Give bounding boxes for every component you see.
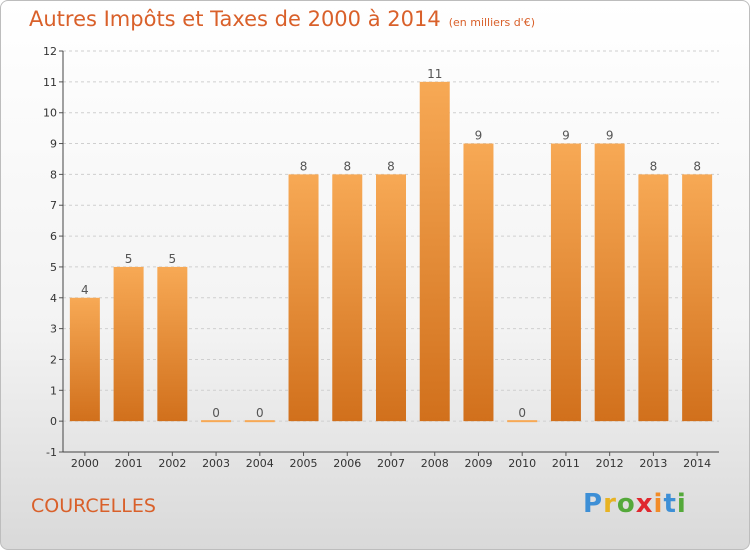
y-tick-label: 3 xyxy=(50,323,57,336)
value-label-2002: 5 xyxy=(169,252,177,266)
x-tick-label-2005: 2005 xyxy=(290,457,318,470)
bar-2001 xyxy=(113,266,144,422)
value-label-2009: 9 xyxy=(475,129,483,143)
x-tick-label-2000: 2000 xyxy=(71,457,99,470)
bar-2007 xyxy=(376,174,406,422)
y-tick-label: -1 xyxy=(46,446,57,459)
x-tick-label-2009: 2009 xyxy=(464,457,492,470)
value-label-2014: 8 xyxy=(693,159,701,173)
y-tick-label: 11 xyxy=(43,76,57,89)
y-tick-label: 6 xyxy=(50,230,57,243)
bar-2014 xyxy=(682,174,713,422)
value-label-2011: 9 xyxy=(562,129,570,143)
bar-2000 xyxy=(69,297,100,422)
x-tick-label-2004: 2004 xyxy=(246,457,274,470)
value-label-2005: 8 xyxy=(300,159,308,173)
x-tick-label-2014: 2014 xyxy=(683,457,711,470)
bar-2004 xyxy=(244,420,275,423)
bar-2002 xyxy=(157,266,188,422)
value-label-2008: 11 xyxy=(427,67,442,81)
value-label-2004: 0 xyxy=(256,406,264,420)
value-label-2006: 8 xyxy=(343,159,351,173)
x-tick-label-2011: 2011 xyxy=(552,457,580,470)
x-tick-label-2010: 2010 xyxy=(508,457,536,470)
y-tick-label: 5 xyxy=(50,261,57,274)
x-tick-label-2007: 2007 xyxy=(377,457,405,470)
x-tick-label-2006: 2006 xyxy=(333,457,361,470)
y-tick-label: 2 xyxy=(50,353,57,366)
y-tick-label: 8 xyxy=(50,168,57,181)
x-tick-label-2001: 2001 xyxy=(115,457,143,470)
value-label-2012: 9 xyxy=(606,129,614,143)
value-label-2003: 0 xyxy=(212,406,220,420)
x-tick-label-2008: 2008 xyxy=(421,457,449,470)
bar-2008 xyxy=(419,81,450,422)
bar-2005 xyxy=(288,174,319,422)
bar-2010 xyxy=(507,420,538,423)
title-unit: (en milliers d'€) xyxy=(448,16,535,29)
y-tick-label: 9 xyxy=(50,138,57,151)
y-tick-label: 1 xyxy=(50,384,57,397)
value-label-2007: 8 xyxy=(387,159,395,173)
value-label-2001: 5 xyxy=(125,252,133,266)
value-label-2000: 4 xyxy=(81,283,89,297)
place-name: COURCELLES xyxy=(31,495,156,517)
bar-2011 xyxy=(550,143,581,422)
title-text: Autres Impôts et Taxes de 2000 à 2014 xyxy=(29,7,441,31)
value-label-2013: 8 xyxy=(650,159,658,173)
x-tick-label-2003: 2003 xyxy=(202,457,230,470)
chart-title: Autres Impôts et Taxes de 2000 à 2014 (en… xyxy=(29,7,535,31)
y-tick-label: 10 xyxy=(43,107,57,120)
x-tick-label-2013: 2013 xyxy=(639,457,667,470)
bar-2013 xyxy=(638,174,669,422)
proxiti-logo: Proxiti xyxy=(583,489,687,519)
bar-2003 xyxy=(201,420,232,423)
y-tick-label: 4 xyxy=(50,292,57,305)
value-label-2010: 0 xyxy=(518,406,526,420)
bar-2009 xyxy=(463,143,494,422)
bar-2012 xyxy=(594,143,625,422)
y-tick-label: 7 xyxy=(50,199,57,212)
bar-2006 xyxy=(332,174,363,422)
x-tick-label-2012: 2012 xyxy=(596,457,624,470)
x-tick-label-2002: 2002 xyxy=(158,457,186,470)
y-tick-label: 0 xyxy=(50,415,57,428)
y-tick-label: 12 xyxy=(43,45,57,58)
